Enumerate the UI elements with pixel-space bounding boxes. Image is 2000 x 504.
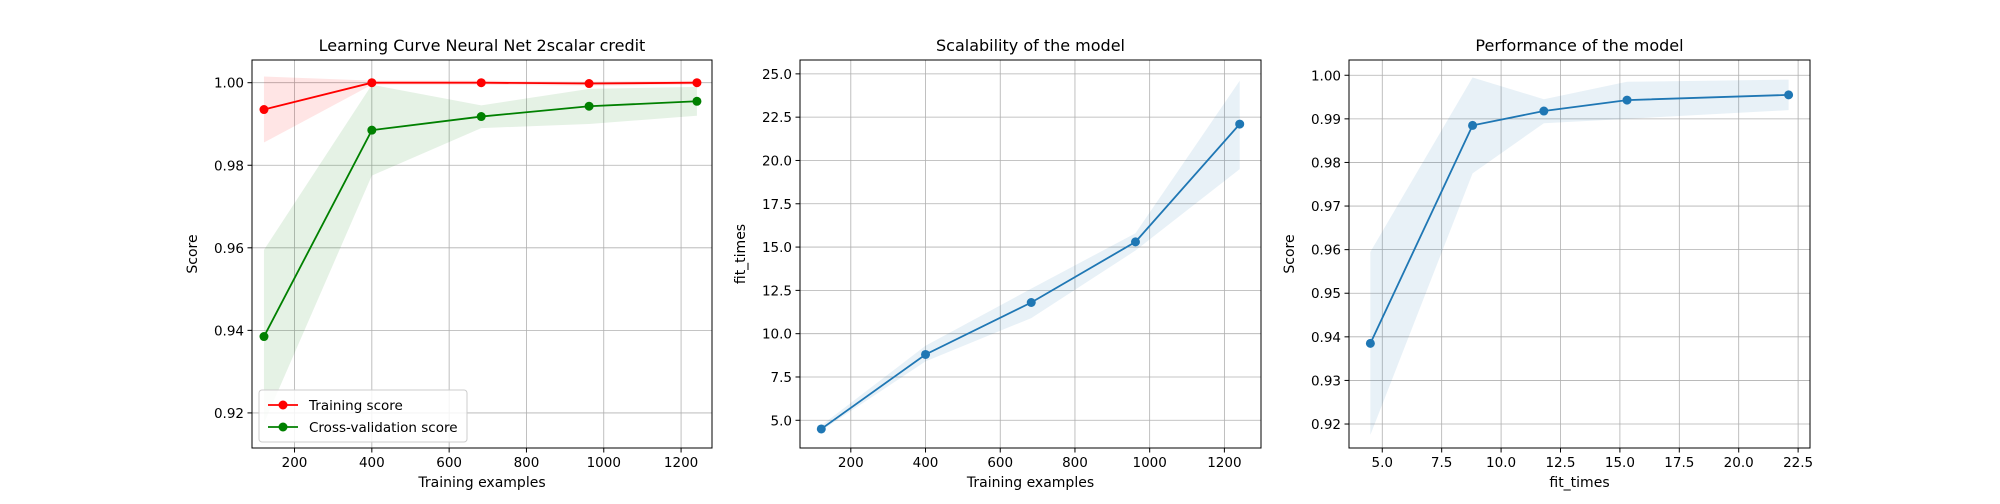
x-tick-label: 200 (282, 455, 308, 471)
data-point (1235, 119, 1245, 129)
y-tick-label: 0.94 (1311, 330, 1341, 346)
chart-title: Learning Curve Neural Net 2scalar credit (319, 36, 646, 55)
axes-frame (251, 59, 713, 449)
data-point (692, 96, 702, 106)
y-tick-label: 5.0 (771, 413, 792, 429)
y-tick-label: 0.96 (1311, 243, 1341, 259)
axes-frame (1348, 59, 1811, 449)
chart-panel-2: 200 400 600 800 1000 1200 5.0 7.5 10.0 12.5 15.0 17… (733, 36, 1262, 491)
y-tick-label: 0.97 (1311, 199, 1341, 215)
y-tick-label: 0.92 (214, 406, 244, 422)
data-point (1784, 90, 1794, 100)
x-tick-label: 200 (838, 455, 864, 471)
legend-swatch-marker (278, 400, 288, 410)
x-tick-label: 17.5 (1664, 455, 1694, 471)
x-tick-label: 5.0 (1372, 455, 1393, 471)
data-point (584, 101, 594, 111)
y-tick-label: 25.0 (762, 67, 792, 83)
legend-swatch-marker (278, 422, 288, 432)
plot-area (800, 60, 1261, 448)
x-tick-label: 22.5 (1783, 455, 1813, 471)
axes-frame (799, 59, 1262, 449)
confidence-band (821, 80, 1240, 431)
data-point (1468, 120, 1478, 130)
chart-panel-3: 5.0 7.5 10.0 12.5 15.0 17.5 20.0 22.5 0.92 0.93 0.… (1282, 36, 1813, 491)
data-point (692, 78, 702, 88)
y-tick-label: 20.0 (762, 153, 792, 169)
chart-title: Performance of the model (1475, 36, 1683, 55)
x-axis-label: Training examples (966, 475, 1094, 491)
plot-area (252, 60, 712, 448)
x-tick-label: 15.0 (1605, 455, 1635, 471)
data-point (1130, 237, 1140, 247)
y-tick-label: 17.5 (762, 197, 792, 213)
y-tick-label: 22.5 (762, 110, 792, 126)
x-tick-label: 400 (913, 455, 939, 471)
legend-label: Training score (308, 398, 403, 414)
y-tick-label: 0.93 (1311, 373, 1341, 389)
data-point (476, 78, 486, 88)
y-tick-label: 0.94 (214, 323, 244, 339)
x-tick-label: 1200 (1207, 455, 1241, 471)
data-point (1622, 95, 1632, 105)
data-point (1026, 298, 1036, 307)
legend-label: Cross-validation score (309, 420, 458, 436)
data-point (816, 424, 826, 434)
x-tick-label: 12.5 (1545, 455, 1575, 471)
plot-area (1349, 60, 1810, 448)
legend-box (258, 389, 468, 443)
y-axis-label: Score (185, 234, 201, 273)
data-point (921, 349, 931, 359)
data-point (584, 79, 594, 89)
x-tick-label: 600 (987, 455, 1013, 471)
data-point (476, 112, 486, 122)
y-tick-label: 7.5 (771, 370, 792, 386)
data-point (367, 78, 377, 88)
y-tick-label: 0.98 (214, 158, 244, 174)
data-point (1539, 106, 1549, 116)
legend: Training score Cross-validation score (258, 389, 468, 443)
y-tick-label: 1.00 (1311, 68, 1341, 84)
y-tick-label: 0.92 (1311, 417, 1341, 433)
data-point (259, 332, 269, 342)
x-tick-label: 800 (1062, 455, 1088, 471)
x-axis-label: Training examples (417, 475, 545, 491)
y-tick-label: 10.0 (762, 327, 792, 343)
y-tick-label: 12.5 (762, 283, 792, 299)
x-tick-label: 600 (436, 455, 462, 471)
y-tick-label: 0.95 (1311, 286, 1341, 302)
x-tick-label: 7.5 (1431, 455, 1452, 471)
x-tick-label: 800 (514, 455, 540, 471)
y-tick-label: 1.00 (214, 76, 244, 92)
y-tick-label: 0.99 (1311, 112, 1341, 128)
data-point (367, 125, 377, 135)
y-tick-label: 0.96 (214, 241, 244, 257)
x-tick-label: 1000 (587, 455, 621, 471)
chart-panel-1: 200 400 600 800 1000 1200 0.92 0.94 0.96 0.98 1.00… (185, 36, 713, 491)
chart-title: Scalability of the model (936, 36, 1125, 55)
x-tick-label: 1200 (664, 455, 698, 471)
x-tick-label: 10.0 (1486, 455, 1516, 471)
x-axis-label: fit_times (1549, 475, 1609, 491)
data-point (259, 105, 269, 115)
data-point (1365, 338, 1375, 348)
x-tick-label: 1000 (1132, 455, 1166, 471)
y-tick-label: 0.98 (1311, 155, 1341, 171)
y-tick-label: 15.0 (762, 240, 792, 256)
confidence-band (1370, 77, 1789, 435)
confidence-band (263, 84, 697, 424)
y-axis-label: Score (1282, 234, 1298, 273)
y-axis-label: fit_times (733, 224, 749, 284)
x-tick-label: 400 (359, 455, 385, 471)
x-tick-label: 20.0 (1724, 455, 1754, 471)
